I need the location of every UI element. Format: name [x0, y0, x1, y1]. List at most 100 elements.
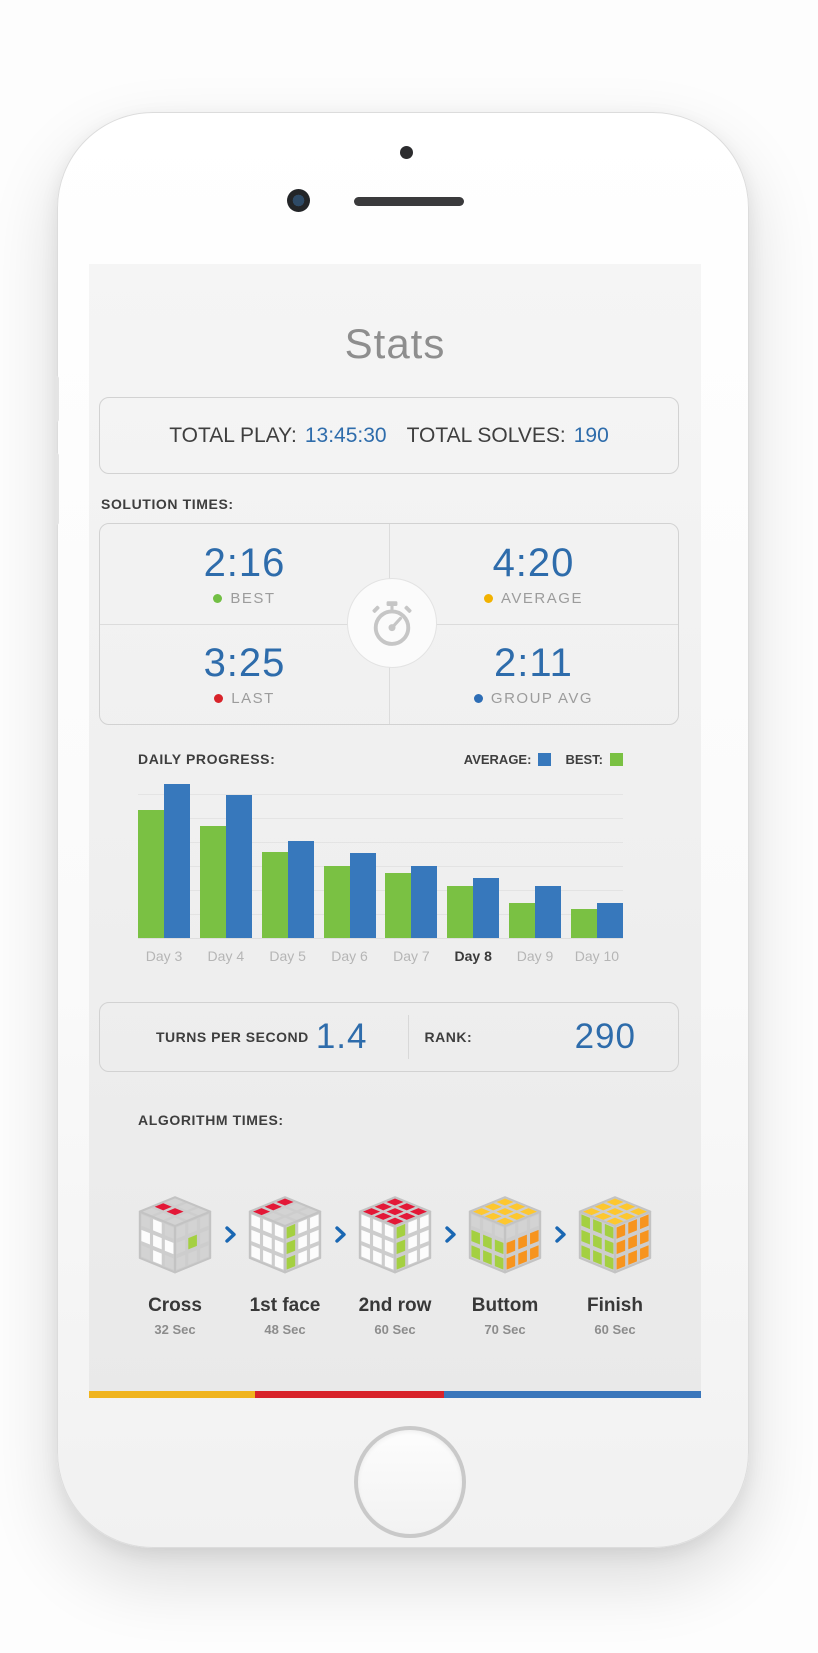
bar-group — [138, 784, 190, 938]
best-label: BEST — [230, 590, 276, 607]
chevron-right-icon — [333, 1226, 347, 1243]
day-label[interactable]: Day 7 — [393, 948, 430, 964]
bar-best — [447, 886, 474, 938]
total-play-label: TOTAL PLAY: — [169, 423, 297, 447]
best-dot-icon — [213, 594, 223, 603]
rubiks-cube-icon — [355, 1192, 435, 1281]
rubiks-cube-icon — [575, 1192, 655, 1281]
daily-progress-label: DAILY PROGRESS: — [138, 751, 276, 767]
bar-best — [323, 866, 350, 938]
total-solves-value: 190 — [573, 423, 609, 447]
day-label[interactable]: Day 8 — [454, 948, 492, 964]
chevron-right-icon — [553, 1226, 567, 1243]
bar-group — [261, 841, 314, 938]
legend-item: BEST: — [565, 752, 623, 767]
average-dot-icon — [484, 594, 494, 603]
best-time-value: 2:16 — [203, 541, 286, 585]
step-time: 48 Sec — [264, 1322, 306, 1337]
step-time: 32 Sec — [154, 1322, 196, 1337]
rubiks-cube-icon — [465, 1192, 545, 1281]
rubiks-cube-icon — [135, 1192, 215, 1281]
algorithm-step: Buttom 70 Sec — [457, 1192, 553, 1337]
chevron-right-icon — [443, 1226, 457, 1243]
daily-progress-header: DAILY PROGRESS: AVERAGE: BEST: — [138, 751, 623, 767]
group-avg-dot-icon — [473, 694, 483, 703]
screen: Stats TOTAL PLAY: 13:45:30 TOTAL SOLVES:… — [89, 264, 701, 1398]
legend-swatch-icon — [538, 752, 552, 766]
bar-average — [164, 784, 190, 938]
day-label[interactable]: Day 4 — [207, 948, 245, 964]
solution-cell-best: 2:16 BEST — [100, 524, 389, 624]
rubiks-cube-icon — [245, 1192, 325, 1281]
daily-progress-chart — [138, 784, 623, 939]
algorithm-times-label: ALGORITHM TIMES: — [138, 1112, 284, 1128]
volume-button — [54, 453, 59, 525]
bar-average — [287, 841, 314, 938]
mute-switch — [54, 376, 59, 422]
last-time-value: 3:25 — [203, 641, 286, 685]
bar-group — [323, 853, 376, 938]
stripe-segment — [89, 1391, 255, 1398]
bar-average — [596, 903, 623, 938]
algorithm-step: Finish 60 Sec — [567, 1192, 663, 1337]
average-label: AVERAGE — [501, 590, 583, 607]
bar-group — [199, 795, 252, 938]
average-time-value: 4:20 — [492, 541, 575, 585]
legend-item: AVERAGE: — [464, 752, 552, 767]
day-label[interactable]: Day 9 — [516, 948, 554, 964]
step-time: 60 Sec — [374, 1322, 416, 1337]
solution-cell-group-avg: 2:11 GROUP AVG — [389, 624, 678, 724]
step-name: Buttom — [471, 1295, 539, 1316]
total-play-value: 13:45:30 — [304, 423, 387, 447]
group-avg-time-value: 2:11 — [494, 641, 573, 685]
step-name: 2nd row — [358, 1295, 432, 1316]
day-label[interactable]: Day 6 — [331, 948, 368, 964]
stripe-segment — [254, 1391, 444, 1398]
proximity-sensor-dot — [400, 146, 413, 159]
bar-best — [570, 909, 597, 938]
bar-best — [138, 810, 164, 938]
phone-frame: Stats TOTAL PLAY: 13:45:30 TOTAL SOLVES:… — [54, 112, 749, 1548]
step-time: 70 Sec — [484, 1322, 526, 1337]
total-solves-label: TOTAL SOLVES: — [406, 423, 566, 447]
bar-best — [385, 873, 412, 938]
bar-group — [570, 903, 623, 938]
day-label[interactable]: Day 3 — [145, 948, 183, 964]
chevron-right-icon — [223, 1226, 237, 1243]
bar-average — [349, 853, 376, 938]
last-dot-icon — [214, 694, 224, 703]
algorithm-step: 2nd row 60 Sec — [347, 1192, 443, 1337]
turns-rank-box: TURNS PER SECOND 1.4 RANK: 290 — [99, 1002, 679, 1072]
bar-best — [509, 903, 536, 938]
group-avg-label: GROUP AVG — [490, 690, 594, 707]
step-name: Finish — [587, 1295, 643, 1316]
chart-day-labels: Day 3 Day 4 Day 5 Day 6 Day 7 Day 8 Day 9 Day 1… — [138, 948, 623, 964]
bar-average — [225, 795, 252, 938]
chart-legend: AVERAGE: BEST: — [464, 752, 623, 767]
earpiece-speaker — [354, 197, 464, 206]
home-button[interactable] — [354, 1426, 466, 1538]
solution-times-box: 2:16 BEST 4:20 AVERAGE 3:25 LAST 2:11 GR… — [99, 523, 679, 725]
stripe-segment — [443, 1391, 701, 1398]
solution-times-label: SOLUTION TIMES: — [101, 496, 234, 512]
bar-best — [199, 826, 226, 938]
bar-average — [535, 886, 562, 938]
step-name: 1st face — [249, 1295, 321, 1316]
turns-per-second-label: TURNS PER SECOND — [156, 1029, 309, 1045]
algorithm-steps: Cross 32 Sec 1st face 48 Sec 2nd row 60 Sec Bu… — [127, 1192, 663, 1337]
step-name: Cross — [148, 1295, 202, 1316]
algorithm-step: 1st face 48 Sec — [237, 1192, 333, 1337]
bar-average — [473, 878, 500, 938]
bar-group — [447, 878, 500, 938]
day-label[interactable]: Day 5 — [269, 948, 306, 964]
legend-swatch-icon — [610, 752, 623, 766]
total-play-box: TOTAL PLAY: 13:45:30 TOTAL SOLVES: 190 — [99, 397, 679, 474]
day-label[interactable]: Day 10 — [574, 948, 620, 964]
divider — [407, 1015, 409, 1059]
last-label: LAST — [231, 690, 275, 707]
solution-cell-average: 4:20 AVERAGE — [389, 524, 678, 624]
front-camera — [287, 189, 310, 212]
page-title: Stats — [344, 320, 446, 367]
algorithm-step: Cross 32 Sec — [127, 1192, 223, 1337]
